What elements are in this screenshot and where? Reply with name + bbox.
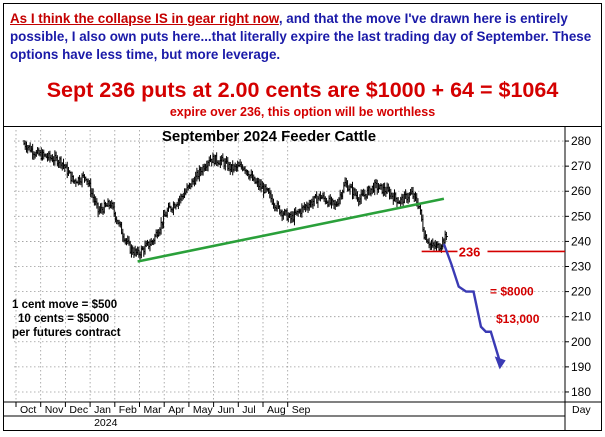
x-label-Sep: Sep xyxy=(292,404,311,416)
projection-arrowhead xyxy=(494,356,506,370)
commentary-header: As I think the collapse IS in gear right… xyxy=(4,4,601,126)
y-tick-label-180: 180 xyxy=(571,385,591,399)
axes: 180 190 200 210 220 230 240 250 260 270 280 Oct Nov D… xyxy=(4,126,601,430)
x-label-Nov: Nov xyxy=(45,404,64,416)
price-chart: 180 190 200 210 220 230 240 250 260 270 280 Oct Nov D… xyxy=(4,126,601,430)
overlay: 236 = $8000 $13,000 1 cent move = $500 10 ce… xyxy=(12,197,565,370)
chart-background xyxy=(4,126,601,430)
y-tick-label-240: 240 xyxy=(571,234,591,248)
y-tick-label-190: 190 xyxy=(571,360,591,374)
y-tick-label-230: 230 xyxy=(571,260,591,274)
x-label-Jun: Jun xyxy=(218,404,235,416)
y-tick-label-250: 250 xyxy=(571,209,591,223)
contract-note-1: 10 cents = $5000 xyxy=(18,313,109,325)
y-tick-label-280: 280 xyxy=(571,134,591,148)
chart-title: September 2024 Feeder Cattle xyxy=(162,128,376,145)
profit-annotation-0: = $8000 xyxy=(490,285,534,299)
price-bars xyxy=(23,140,448,260)
strike-label: 236 xyxy=(459,244,481,259)
projection-path xyxy=(442,243,502,365)
x-label-Oct: Oct xyxy=(20,404,36,416)
strike-label-bg xyxy=(457,243,488,258)
y-tick-label-260: 260 xyxy=(571,184,591,198)
puts-headline: Sept 236 puts at 2.00 cents are $1000 + … xyxy=(46,78,559,102)
y-tick-label-220: 220 xyxy=(571,285,591,299)
grid xyxy=(14,130,565,402)
contract-note-2: per futures contract xyxy=(12,327,121,339)
x-axis-unit-label: Day xyxy=(572,404,591,416)
commentary-text: , and that the move I've drawn here is e… xyxy=(10,11,592,62)
x-label-Aug: Aug xyxy=(267,404,286,416)
contract-note-0: 1 cent move = $500 xyxy=(12,299,117,311)
commentary-paragraph: As I think the collapse IS in gear right… xyxy=(10,10,595,64)
x-label-Dec: Dec xyxy=(69,404,88,416)
year-label: 2024 xyxy=(94,417,118,429)
profit-annotation-1: $13,000 xyxy=(496,312,540,326)
x-label-Mar: Mar xyxy=(144,404,163,416)
x-label-Jul: Jul xyxy=(242,404,255,416)
y-tick-label-210: 210 xyxy=(571,310,591,324)
chart-frame: As I think the collapse IS in gear right… xyxy=(3,3,602,431)
y-tick-label-200: 200 xyxy=(571,335,591,349)
expiry-note: expire over 236, this option will be wor… xyxy=(169,105,436,119)
y-tick-label-270: 270 xyxy=(571,159,591,173)
commentary-highlight: As I think the collapse IS in gear right… xyxy=(10,11,279,26)
x-label-Apr: Apr xyxy=(168,404,185,416)
x-label-Jan: Jan xyxy=(94,404,111,416)
trendline xyxy=(137,197,445,263)
x-label-May: May xyxy=(193,404,214,416)
x-label-Feb: Feb xyxy=(119,404,137,416)
